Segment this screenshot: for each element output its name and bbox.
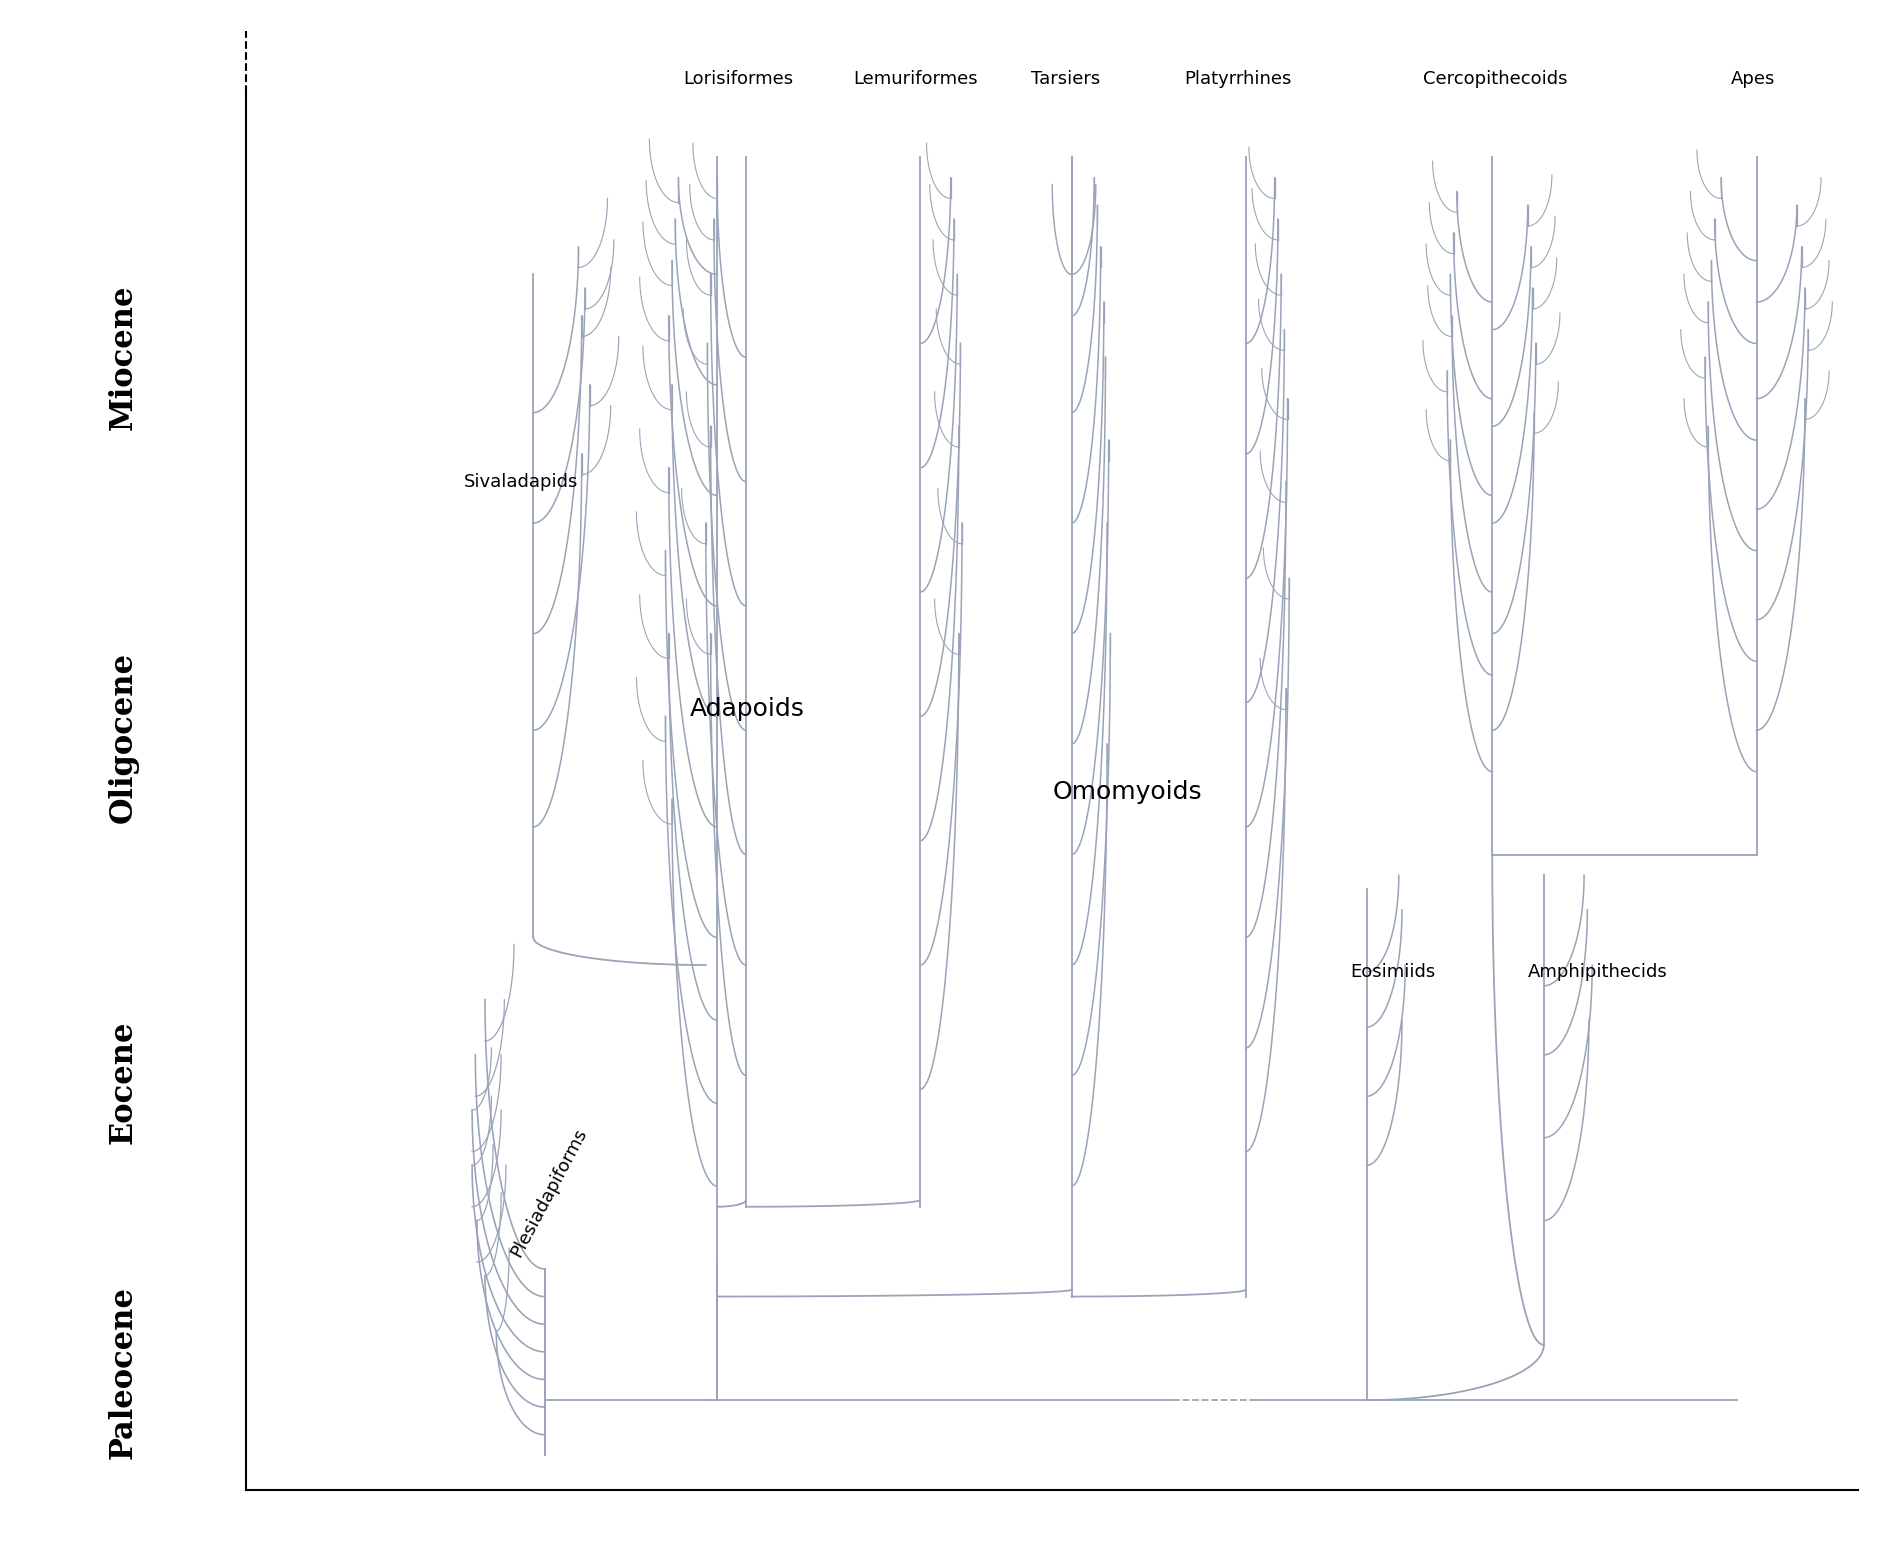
Text: Paleocene: Paleocene [108,1287,138,1459]
Text: Eocene: Eocene [108,1021,138,1144]
Text: Cercopithecoids: Cercopithecoids [1424,70,1568,88]
Text: Adapoids: Adapoids [690,697,804,722]
Text: Eosimiids: Eosimiids [1350,962,1435,981]
Text: Amphipithecids: Amphipithecids [1528,962,1667,981]
Text: Miocene: Miocene [108,284,138,430]
Text: Apes: Apes [1731,70,1775,88]
Text: Tarsiers: Tarsiers [1031,70,1100,88]
Text: Plesiadapiforms: Plesiadapiforms [508,1125,592,1260]
Text: Sivaladapids: Sivaladapids [465,473,578,490]
Text: Lorisiformes: Lorisiformes [683,70,793,88]
Text: Lemuriformes: Lemuriformes [853,70,978,88]
Text: Platyrrhines: Platyrrhines [1183,70,1291,88]
Text: Oligocene: Oligocene [108,652,138,823]
Text: Omomyoids: Omomyoids [1052,781,1202,804]
